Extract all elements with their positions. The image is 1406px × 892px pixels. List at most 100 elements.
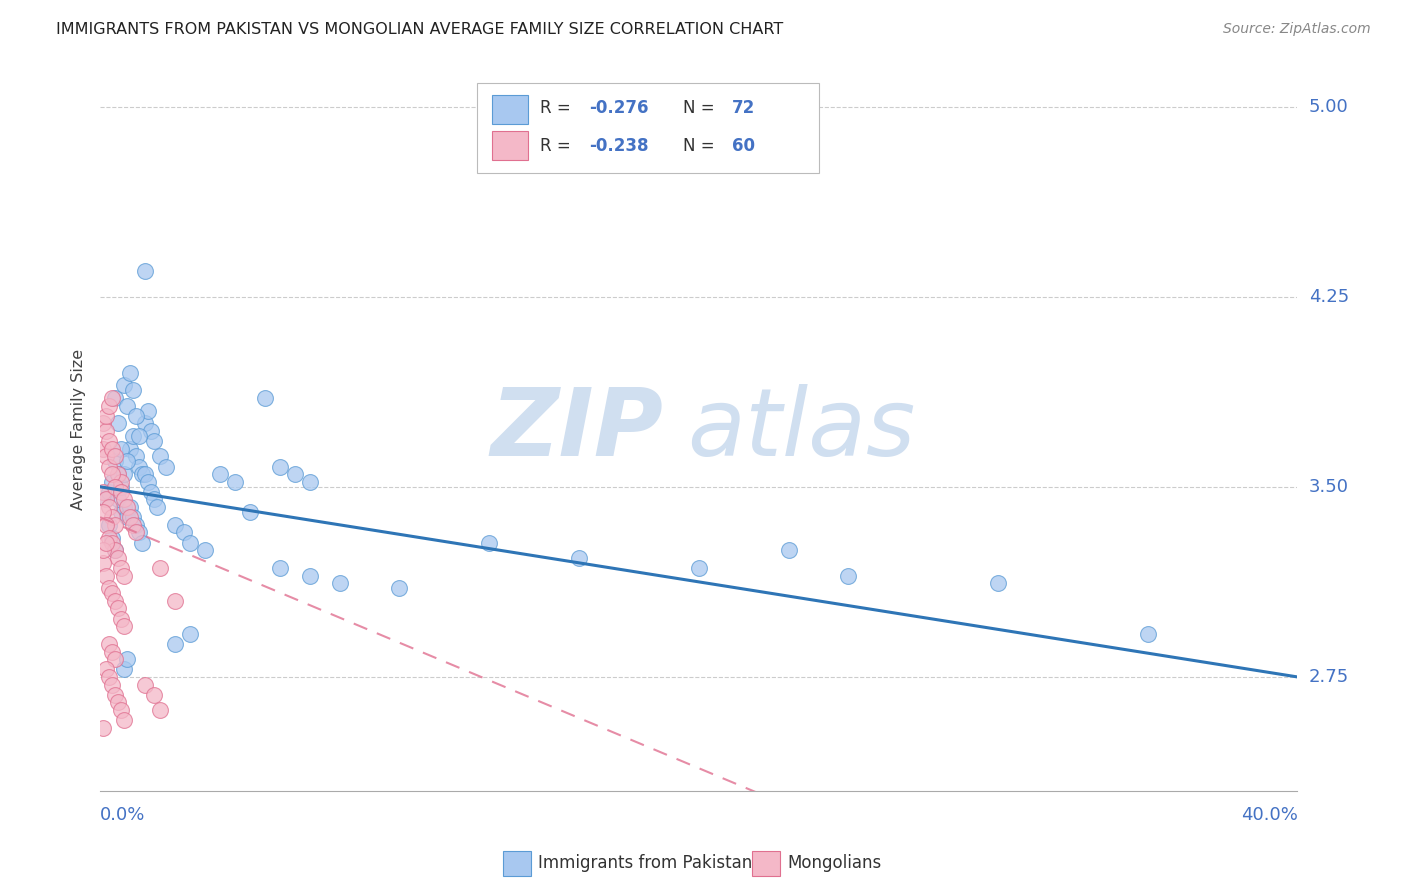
Point bbox=[115, 500, 138, 514]
Point bbox=[91, 543, 114, 558]
Point bbox=[104, 652, 127, 666]
Point bbox=[208, 467, 231, 482]
Point bbox=[253, 391, 276, 405]
Point bbox=[134, 677, 156, 691]
Text: 0.0%: 0.0% bbox=[100, 806, 145, 824]
Point bbox=[98, 517, 121, 532]
Text: N =: N = bbox=[683, 136, 720, 155]
Point bbox=[115, 454, 138, 468]
Point bbox=[110, 475, 132, 489]
Point bbox=[125, 450, 148, 464]
Point bbox=[131, 535, 153, 549]
Point bbox=[120, 366, 142, 380]
Point bbox=[112, 619, 135, 633]
Point bbox=[107, 492, 129, 507]
Point bbox=[837, 568, 859, 582]
Text: Mongolians: Mongolians bbox=[787, 855, 882, 872]
Point bbox=[224, 475, 246, 489]
Point bbox=[155, 459, 177, 474]
Text: Immigrants from Pakistan: Immigrants from Pakistan bbox=[538, 855, 752, 872]
Point bbox=[107, 601, 129, 615]
Point bbox=[115, 510, 138, 524]
Point bbox=[107, 417, 129, 431]
Point bbox=[688, 561, 710, 575]
Point bbox=[112, 467, 135, 482]
Text: 3.50: 3.50 bbox=[1309, 478, 1348, 496]
Point bbox=[98, 581, 121, 595]
Point bbox=[128, 429, 150, 443]
Text: R =: R = bbox=[540, 136, 575, 155]
Point bbox=[120, 442, 142, 456]
Text: ZIP: ZIP bbox=[491, 384, 662, 475]
Point bbox=[107, 550, 129, 565]
Point bbox=[149, 703, 172, 717]
Point bbox=[101, 535, 124, 549]
Point bbox=[104, 517, 127, 532]
Point bbox=[112, 568, 135, 582]
Point bbox=[194, 543, 217, 558]
Point bbox=[98, 399, 121, 413]
Point bbox=[110, 505, 132, 519]
Point bbox=[112, 662, 135, 676]
Point bbox=[110, 703, 132, 717]
Point bbox=[94, 517, 117, 532]
Point bbox=[91, 484, 114, 499]
Point bbox=[94, 450, 117, 464]
Point bbox=[143, 688, 166, 702]
Point bbox=[115, 399, 138, 413]
Bar bbox=[492, 131, 527, 161]
Point bbox=[134, 264, 156, 278]
Point bbox=[101, 510, 124, 524]
Point bbox=[298, 568, 321, 582]
Point bbox=[104, 454, 127, 468]
Text: 72: 72 bbox=[733, 99, 755, 117]
Point bbox=[94, 662, 117, 676]
Text: -0.276: -0.276 bbox=[589, 99, 648, 117]
Point bbox=[146, 500, 169, 514]
Point bbox=[107, 695, 129, 709]
Text: 60: 60 bbox=[733, 136, 755, 155]
Point bbox=[128, 459, 150, 474]
Point bbox=[104, 688, 127, 702]
Point bbox=[104, 594, 127, 608]
Point bbox=[149, 450, 172, 464]
Point bbox=[329, 576, 352, 591]
Point bbox=[388, 581, 411, 595]
Point bbox=[568, 550, 591, 565]
Point bbox=[98, 531, 121, 545]
Point bbox=[115, 652, 138, 666]
Text: R =: R = bbox=[540, 99, 575, 117]
Bar bbox=[492, 95, 527, 124]
Point bbox=[101, 677, 124, 691]
Point bbox=[136, 403, 159, 417]
Point bbox=[134, 417, 156, 431]
Point bbox=[125, 409, 148, 423]
Point bbox=[91, 556, 114, 570]
Point bbox=[179, 627, 201, 641]
Point bbox=[179, 535, 201, 549]
Point bbox=[104, 543, 127, 558]
Point bbox=[110, 480, 132, 494]
Point bbox=[778, 543, 800, 558]
Point bbox=[104, 480, 127, 494]
Point bbox=[112, 713, 135, 727]
Point bbox=[122, 510, 145, 524]
Point bbox=[139, 484, 162, 499]
Point bbox=[94, 492, 117, 507]
Point bbox=[987, 576, 1010, 591]
Point bbox=[128, 525, 150, 540]
Text: Source: ZipAtlas.com: Source: ZipAtlas.com bbox=[1223, 22, 1371, 37]
Point bbox=[98, 434, 121, 449]
Point bbox=[107, 467, 129, 482]
Point bbox=[125, 525, 148, 540]
Point bbox=[98, 500, 121, 514]
Point bbox=[91, 442, 114, 456]
Point bbox=[91, 417, 114, 431]
Point bbox=[101, 531, 124, 545]
Point bbox=[112, 492, 135, 507]
Point bbox=[101, 442, 124, 456]
Point bbox=[112, 378, 135, 392]
Point bbox=[94, 535, 117, 549]
Point bbox=[122, 517, 145, 532]
Point bbox=[239, 505, 262, 519]
